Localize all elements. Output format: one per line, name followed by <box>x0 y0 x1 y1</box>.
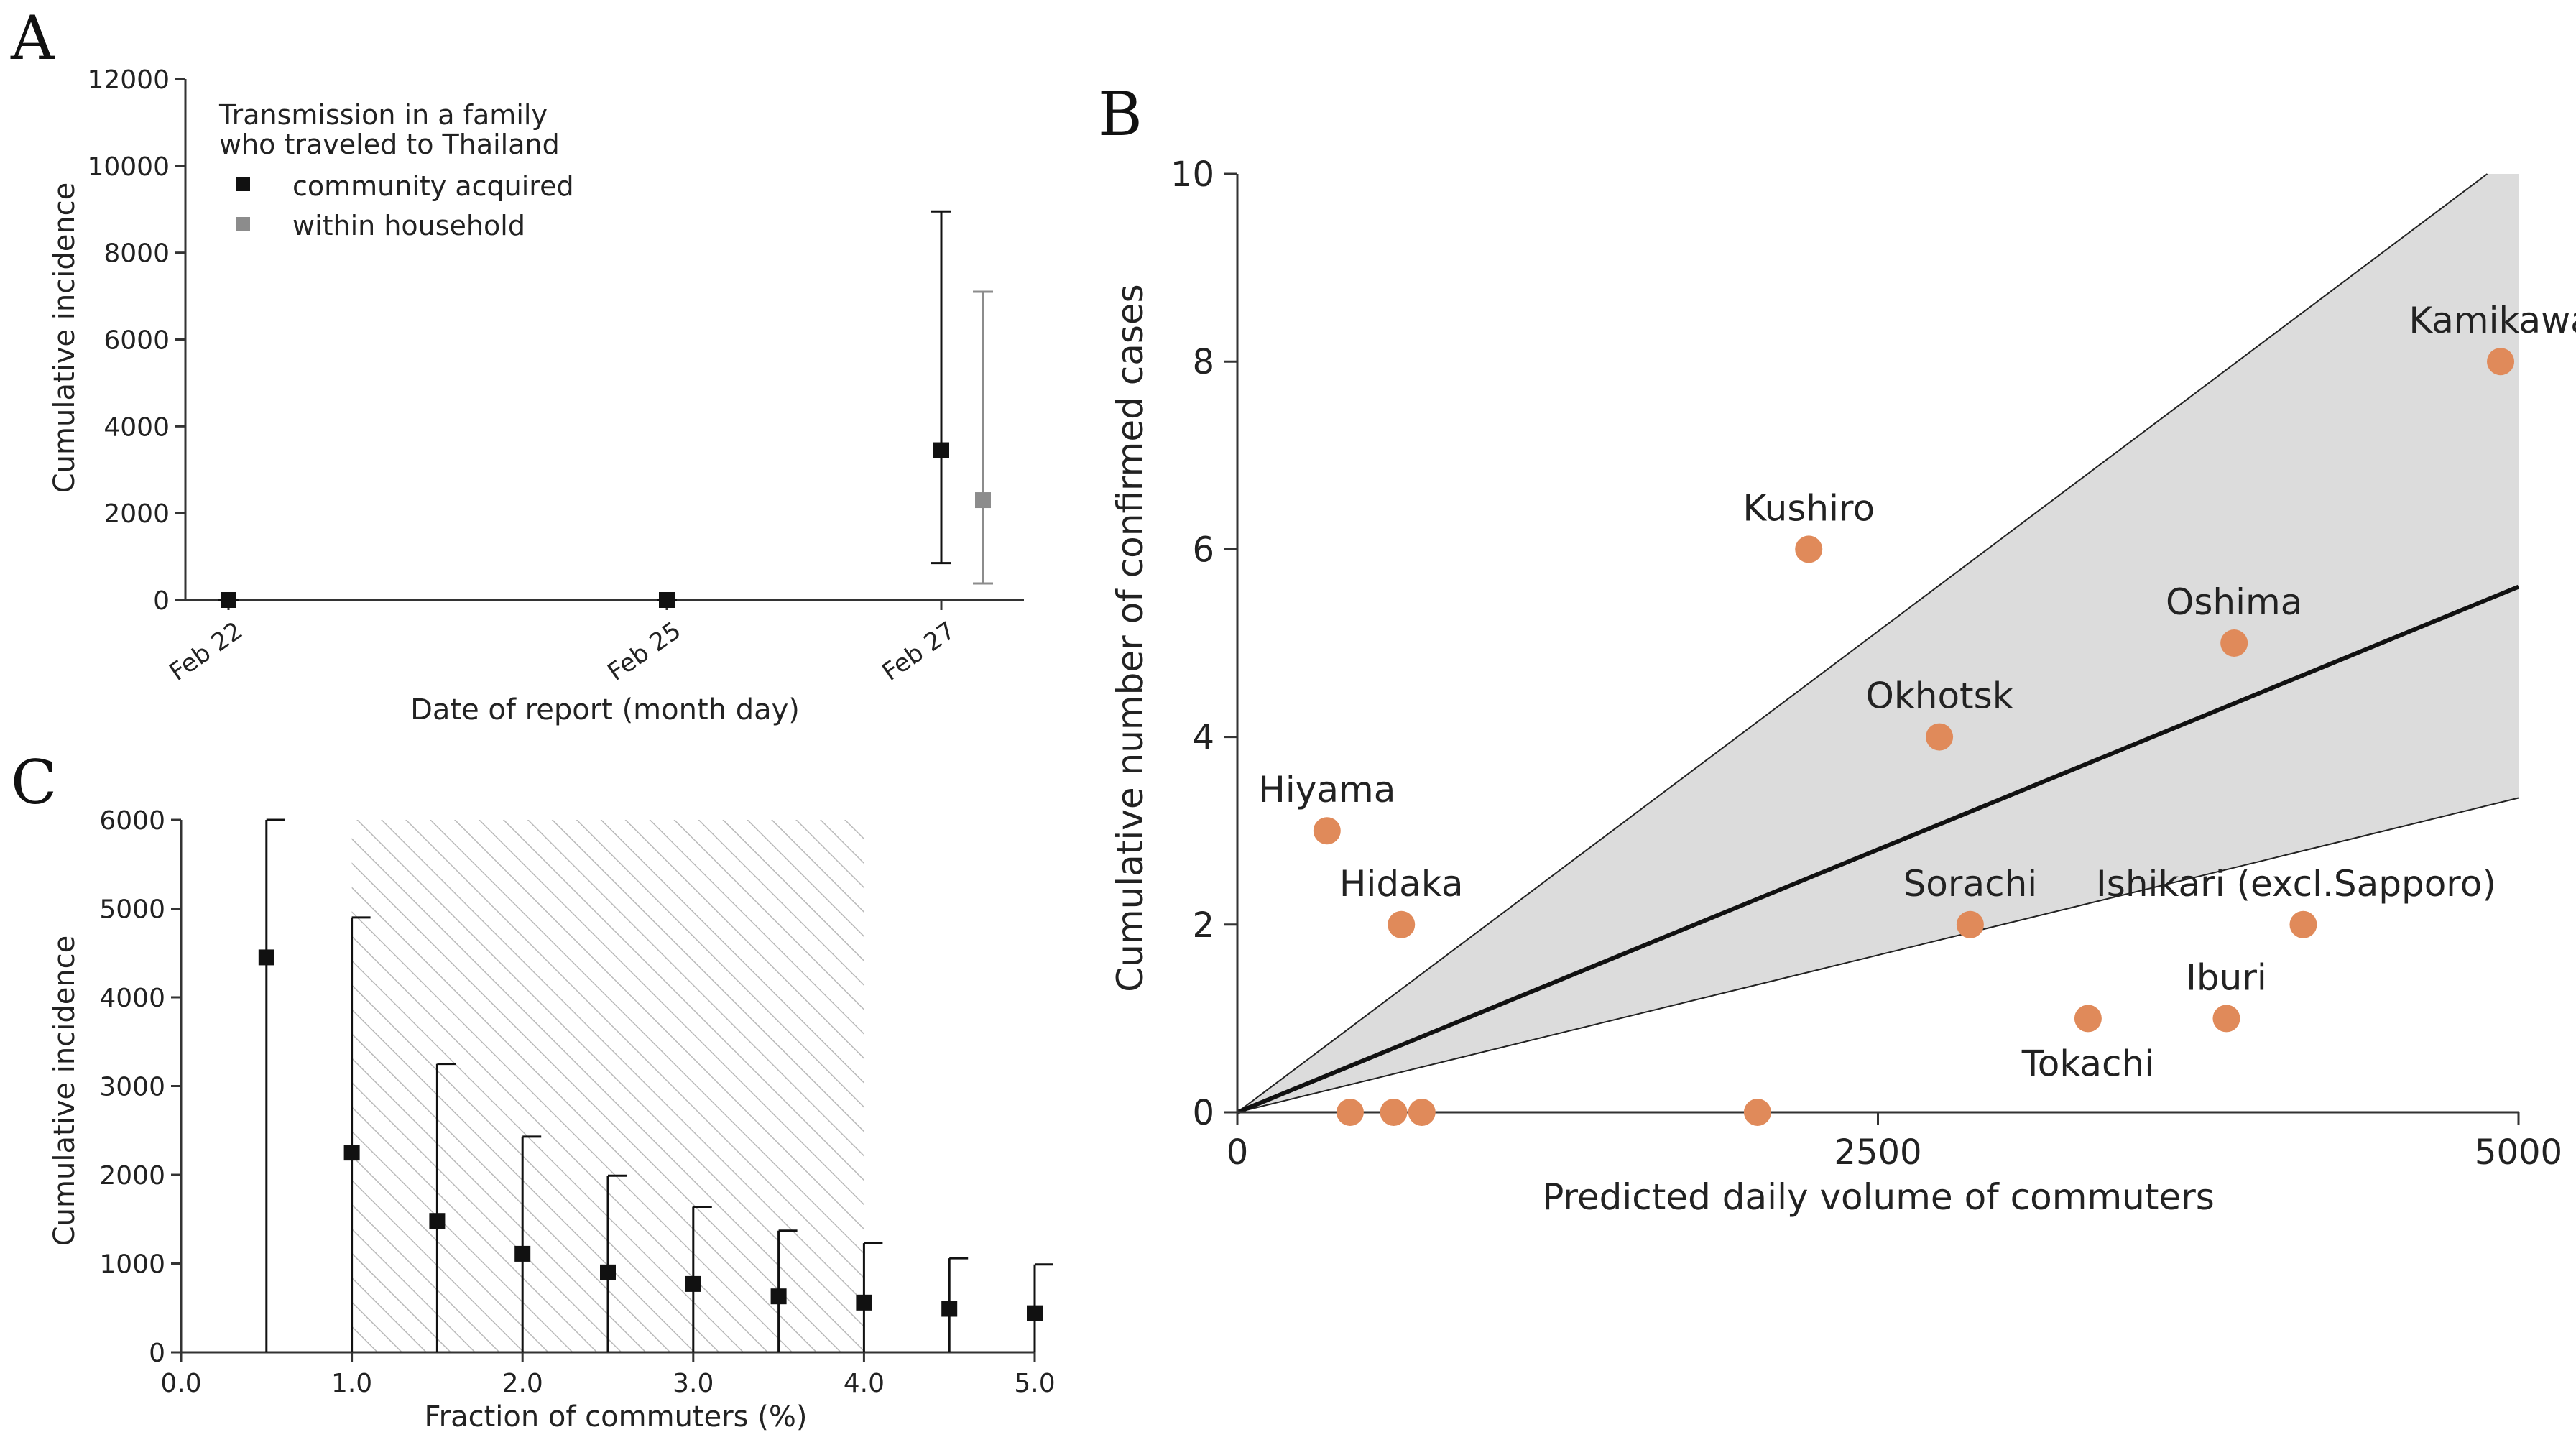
panel-a-y-tick-label: 12000 <box>87 65 170 95</box>
panel-c-y-tick-label: 5000 <box>99 895 165 925</box>
panel-b-point-label: Hiyama <box>1258 769 1395 811</box>
panel-a-point <box>975 492 991 509</box>
panel-a-y-tick-label: 4000 <box>103 412 170 442</box>
panel-c-point <box>600 1264 616 1280</box>
panel-c-y-tick-label: 4000 <box>99 984 165 1013</box>
panel-b-letter: B <box>1098 79 1142 149</box>
panel-b-point-label: Iburi <box>2186 956 2267 998</box>
panel-c-plot: 0 1000 2000 3000 4000 5000 6000 0.0 1.0 2.0 3.0 4.0… <box>99 806 1055 1398</box>
panel-b-x-tick-label: 0 <box>1227 1132 1249 1173</box>
panel-c-x-tick-label: 5.0 <box>1014 1369 1055 1398</box>
legend-marker-household <box>236 217 250 231</box>
panel-c-ylabel: Cumulative incidence <box>48 936 81 1247</box>
panel-a-point <box>221 592 236 608</box>
panel-b-point <box>1388 910 1416 938</box>
panel-c-x-tick-label: 0.0 <box>160 1369 201 1398</box>
panel-a-ylabel: Cumulative incidence <box>48 183 81 494</box>
panel-a-x-tick-label: Feb 22 <box>165 617 249 687</box>
panel-c-point <box>770 1288 787 1305</box>
panel-b-x-tick-label: 5000 <box>2475 1132 2562 1173</box>
panel-b-point-label: Sorachi <box>1903 863 2038 905</box>
panel-a-y-tick-label: 2000 <box>103 499 170 529</box>
panel-b-point-label: Ishikari (excl.Sapporo) <box>2096 863 2496 905</box>
panel-b-point <box>1795 535 1823 563</box>
panel-b-point <box>2220 629 2248 657</box>
panel-b-point <box>1743 1099 1771 1126</box>
panel-b-point <box>2074 1005 2102 1033</box>
panel-b-point <box>2289 910 2317 938</box>
panel-b-y-tick-label: 2 <box>1192 905 1214 946</box>
panel-b-point <box>1380 1099 1408 1126</box>
panel-a-xlabel: Date of report (month day) <box>410 693 800 726</box>
panel-a-point <box>933 442 949 458</box>
panel-c-x-tick-label: 1.0 <box>331 1369 372 1398</box>
panel-c-x-tick-label: 4.0 <box>844 1369 885 1398</box>
panel-b-point <box>1336 1099 1364 1126</box>
panel-c-point <box>685 1275 701 1292</box>
panel-b-band-upper-edge <box>1237 173 2488 1113</box>
panel-b-point-label: Hidaka <box>1339 863 1464 905</box>
panel-b-point-label: Oshima <box>2166 581 2302 623</box>
panel-a-legend-title-line1: Transmission in a family <box>218 99 548 131</box>
panel-b-x-tick-label: 2500 <box>1834 1132 1921 1173</box>
panel-a-legend-title-line2: who traveled to Thailand <box>219 129 560 160</box>
panel-c-y-tick-label: 1000 <box>99 1250 165 1280</box>
panel-b-point <box>1408 1099 1436 1126</box>
panel-c-point <box>258 949 274 966</box>
panel-a-legend: Transmission in a family who traveled to… <box>218 99 574 241</box>
panel-b-point <box>1926 723 1954 751</box>
panel-b-y-tick-label: 6 <box>1192 530 1214 570</box>
panel-b-confidence-band <box>1237 174 2519 1112</box>
panel-b-ylabel: Cumulative number of confirmed cases <box>1109 284 1151 992</box>
panel-b-fit-line <box>1236 584 2520 1114</box>
panel-b-band-lower-edge <box>1237 797 2519 1113</box>
panel-c-x-tick-label: 3.0 <box>673 1369 714 1398</box>
panel-a-legend-entry-household: within household <box>292 210 525 241</box>
panel-c-point <box>941 1301 958 1317</box>
panel-a-letter: A <box>10 3 55 73</box>
panel-c-point <box>343 1145 360 1161</box>
panel-b-point <box>2212 1005 2240 1033</box>
panel-a-y-tick-label: 0 <box>153 586 170 616</box>
panel-c-y-tick-label: 0 <box>149 1339 165 1368</box>
panel-b-xlabel: Predicted daily volume of commuters <box>1542 1176 2215 1218</box>
panel-c-y-tick-label: 2000 <box>99 1161 165 1191</box>
panel-b-y-tick-label: 4 <box>1192 718 1214 758</box>
panel-b-point <box>1313 817 1341 845</box>
panel-a-y-tick-label: 8000 <box>103 239 170 269</box>
panel-b-plot: 0 2 4 6 8 10 0 2500 5000 Kamikawa Kushiro Oshima Okh… <box>1171 154 2576 1173</box>
panel-b-point-label: Tokachi <box>2021 1043 2154 1084</box>
panel-b-point-label: Kamikawa <box>2409 300 2576 341</box>
panel-b-y-tick-label: 8 <box>1192 342 1214 382</box>
panel-c-y-tick-label: 6000 <box>99 806 165 836</box>
panel-a: A Transmission in a family who traveled … <box>10 3 1024 726</box>
panel-b-y-tick-label: 10 <box>1171 154 1214 195</box>
panel-c-point <box>856 1294 872 1311</box>
panel-a-x-tick-label: Feb 25 <box>603 617 687 687</box>
legend-marker-community <box>236 177 250 191</box>
panel-a-point <box>659 592 675 608</box>
panel-b: B 0 2 4 6 8 10 0 2500 5000 Kamikawa Kushiro Oshima O… <box>1098 79 2576 1218</box>
panel-c-y-tick-label: 3000 <box>99 1073 165 1102</box>
panel-a-y-tick-label: 6000 <box>103 326 170 356</box>
panel-c-letter: C <box>11 747 57 818</box>
panel-c-point <box>514 1245 531 1262</box>
panel-a-legend-entry-community: community acquired <box>292 170 574 202</box>
panel-b-point-label: Okhotsk <box>1865 675 2013 717</box>
panel-b-point-label: Kushiro <box>1742 487 1875 529</box>
panel-a-y-tick-label: 10000 <box>87 152 170 182</box>
panel-c: C 0 1000 2000 3000 4000 5000 6000 0.0 1.0 2.0 3.0 4… <box>11 747 1056 1433</box>
panel-b-point <box>1956 910 1984 938</box>
panel-c-x-tick-label: 2.0 <box>502 1369 543 1398</box>
panel-b-point <box>2487 348 2515 376</box>
panel-b-y-tick-label: 0 <box>1192 1093 1214 1133</box>
panel-a-x-tick-label: Feb 27 <box>877 617 961 687</box>
panel-c-point <box>429 1213 446 1229</box>
panel-c-point <box>1027 1305 1043 1321</box>
panel-c-xlabel: Fraction of commuters (%) <box>425 1400 808 1433</box>
